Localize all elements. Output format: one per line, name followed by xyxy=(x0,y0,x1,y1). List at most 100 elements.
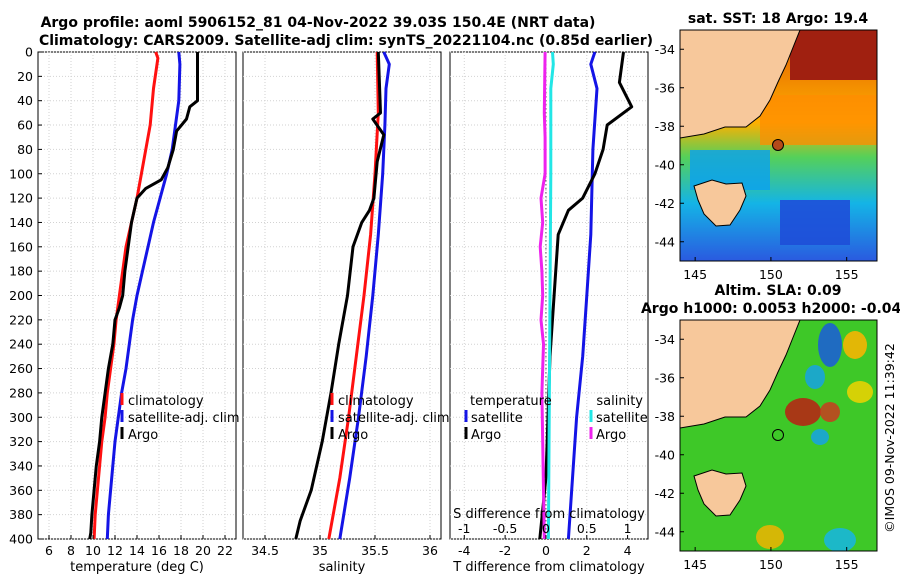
x-tick-label: 4 xyxy=(624,543,632,558)
x-tick-label: 14 xyxy=(129,543,145,558)
x-tick-label: 2 xyxy=(583,543,591,558)
y-tick-label: 200 xyxy=(9,288,33,303)
legend-argo-label: Argo xyxy=(128,428,158,443)
y-tick-label: 80 xyxy=(17,142,33,157)
y-tick-label: 380 xyxy=(9,507,33,522)
map-y-tick-label: -42 xyxy=(655,486,675,501)
y-tick-label: 240 xyxy=(9,337,33,352)
s-diff-xlabel: S difference from climatology xyxy=(453,507,645,522)
sla-low-eddy xyxy=(818,323,842,367)
temperature-tick-labels: 6 8 10 12 14 16 18 20 22 xyxy=(45,535,233,558)
legend-climatology-label: climatology xyxy=(338,394,414,409)
difference-panel: -4 -2 0 2 4 -1 -0.5 0 0.5 1 S difference from cl… xyxy=(449,51,649,575)
y-tick-label: 100 xyxy=(9,166,33,181)
sla-low-eddy-south xyxy=(811,429,829,445)
sla-high-eddy-north xyxy=(843,331,867,359)
sla-high-eddy-east xyxy=(820,402,840,422)
x-tick-label: 35 xyxy=(312,543,328,558)
sst-map: sat. SST: 18 Argo: 19.4 145 150 155 -34 -36 -… xyxy=(655,11,878,282)
y-tick-label: 260 xyxy=(9,361,33,376)
y-tick-label: 220 xyxy=(9,312,33,327)
sst-blue-patch xyxy=(780,200,850,245)
map-y-tick-label: -38 xyxy=(655,119,675,134)
salinity-xlabel: salinity xyxy=(319,560,366,575)
difference-legend: temperature satellite Argo salinity sate… xyxy=(464,394,648,443)
argo-position-marker xyxy=(772,139,784,151)
map-y-tick-label: -44 xyxy=(655,524,675,539)
y-tick-label: 60 xyxy=(17,118,33,133)
sla-yellow-patch xyxy=(756,525,784,549)
x-top-tick-label: 0.5 xyxy=(577,521,597,536)
salinity-panel: 34.5 35 35.5 36 salinity climatology satell… xyxy=(242,51,450,575)
temperature-legend: climatology satellite-adj. clim Argo xyxy=(120,393,240,443)
sst-orange-patch xyxy=(760,95,877,145)
sla-cyan-patch xyxy=(824,528,856,551)
map-y-tick-label: -34 xyxy=(655,42,675,57)
salinity-tick-labels: 34.5 35 35.5 36 xyxy=(251,535,438,558)
legend-s-argo-label: Argo xyxy=(596,428,626,443)
x-tick-label: 12 xyxy=(107,543,123,558)
sla-map-subtitle: Argo h1000: 0.0053 h2000: -0.047 xyxy=(641,301,900,317)
map-y-tick-label: -34 xyxy=(655,332,675,347)
sst-map-ticks: 145 150 155 -34 -36 -38 -40 -42 -44 xyxy=(655,42,859,282)
map-y-tick-label: -40 xyxy=(655,157,675,172)
x-tick-label: 35.5 xyxy=(361,543,389,558)
legend-argo-label: Argo xyxy=(338,428,368,443)
sla-map-ticks: 145 150 155 -34 -36 -38 -40 -42 -44 xyxy=(655,332,859,572)
sla-high-eddy-center xyxy=(785,398,821,426)
x-tick-label: 10 xyxy=(85,543,101,558)
argo-position-marker xyxy=(772,429,784,441)
t-diff-tick-labels: -4 -2 0 2 4 xyxy=(458,535,632,558)
map-y-tick-label: -44 xyxy=(655,234,675,249)
sla-map: Altim. SLA: 0.09 Argo h1000: 0.0053 h200… xyxy=(641,283,900,572)
sla-map-title: Altim. SLA: 0.09 xyxy=(714,283,841,299)
series-line-s-satellite xyxy=(546,51,555,540)
s-diff-tick-labels: -1 -0.5 0 0.5 1 xyxy=(458,521,632,536)
series-line-argo xyxy=(294,51,386,540)
map-x-tick-label: 155 xyxy=(835,267,859,282)
x-tick-label: 18 xyxy=(173,543,189,558)
depth-tick-labels: 0 20 40 60 80 100 120 140 160 180 200 220 240 260 280 3… xyxy=(9,45,42,547)
figure-title-line1: Argo profile: aoml 5906152_81 04-Nov-202… xyxy=(41,15,596,31)
legend-t-satellite-label: satellite xyxy=(471,411,523,426)
sst-map-frame xyxy=(679,29,878,262)
imos-watermark: ©IMOS 09-Nov-2022 11:39:42 xyxy=(882,343,897,533)
map-x-tick-label: 155 xyxy=(835,557,859,572)
y-tick-label: 140 xyxy=(9,215,33,230)
y-tick-label: 300 xyxy=(9,410,33,425)
x-tick-label: 8 xyxy=(67,543,75,558)
y-tick-label: 360 xyxy=(9,483,33,498)
x-top-tick-label: 0 xyxy=(542,521,550,536)
y-tick-label: 120 xyxy=(9,191,33,206)
difference-lines xyxy=(538,51,634,540)
temperature-panel: 0 20 40 60 80 100 120 140 160 180 200 220 240 260 280 3… xyxy=(9,45,239,576)
map-y-tick-label: -38 xyxy=(655,409,675,424)
series-line-argo xyxy=(88,52,199,540)
series-line-satellite-adj-clim xyxy=(105,51,182,540)
x-top-tick-label: -1 xyxy=(458,521,470,536)
mainland-australia xyxy=(680,30,801,139)
y-tick-label: 400 xyxy=(9,532,33,547)
map-x-tick-label: 150 xyxy=(759,557,783,572)
temperature-xlabel: temperature (deg C) xyxy=(70,560,204,575)
x-tick-label: 0 xyxy=(542,543,550,558)
map-x-tick-label: 145 xyxy=(683,557,707,572)
tasmania xyxy=(693,179,747,227)
temperature-lines xyxy=(88,51,199,540)
y-tick-label: 340 xyxy=(9,458,33,473)
salinity-legend: climatology satellite-adj. clim Argo xyxy=(330,393,450,443)
map-x-tick-label: 145 xyxy=(683,267,707,282)
x-tick-label: 34.5 xyxy=(251,543,279,558)
legend-temperature-title: temperature xyxy=(470,394,552,409)
sst-warm-patch xyxy=(790,30,877,80)
y-tick-label: 320 xyxy=(9,434,33,449)
y-tick-label: 0 xyxy=(25,45,33,60)
series-line-satellite-adj-clim xyxy=(338,51,391,540)
sla-yellow-eddy xyxy=(847,381,873,403)
map-y-tick-label: -42 xyxy=(655,196,675,211)
sst-map-title: sat. SST: 18 Argo: 19.4 xyxy=(688,11,868,27)
mainland-australia xyxy=(680,320,801,429)
map-y-tick-label: -36 xyxy=(655,80,675,95)
y-tick-label: 40 xyxy=(17,93,33,108)
